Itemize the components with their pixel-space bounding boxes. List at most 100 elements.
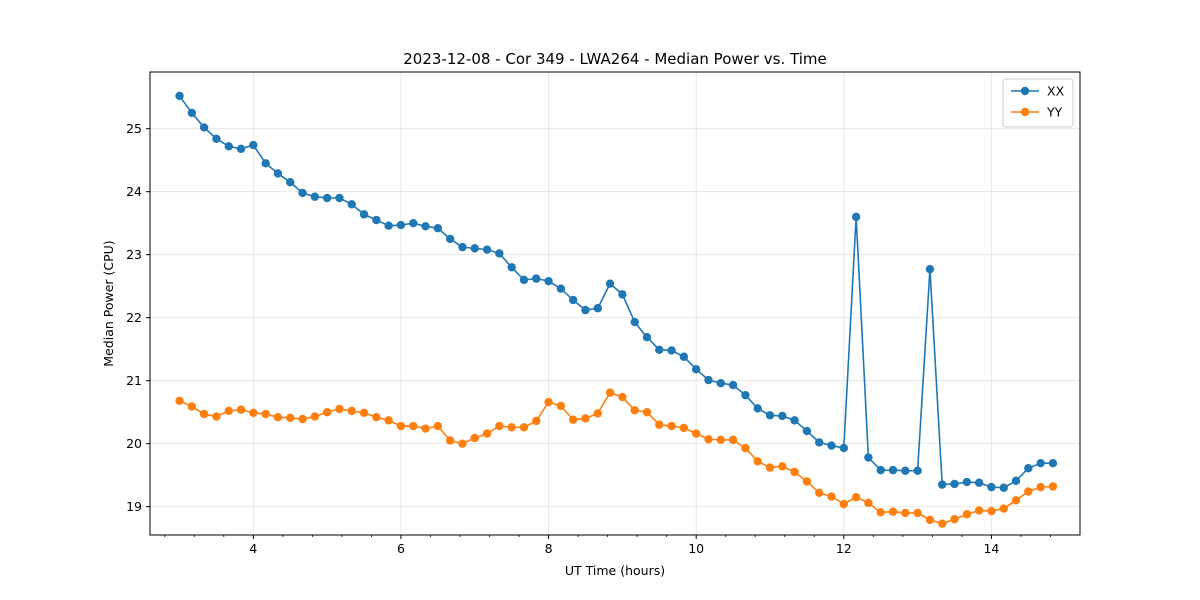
- data-point-xx: [544, 276, 553, 286]
- data-point-yy: [790, 467, 799, 477]
- data-point-yy: [458, 439, 467, 448]
- data-point-xx: [261, 159, 270, 168]
- data-point-xx: [236, 144, 246, 154]
- data-point-xx: [704, 375, 713, 385]
- x-tick-label: 12: [836, 541, 852, 556]
- data-point-xx: [433, 224, 443, 233]
- data-point-xx: [310, 192, 320, 201]
- data-point-yy: [974, 506, 984, 515]
- data-point-yy: [765, 463, 775, 472]
- data-point-yy: [175, 396, 184, 406]
- data-point-xx: [618, 290, 627, 299]
- data-point-xx: [421, 222, 430, 231]
- data-point-xx: [962, 477, 972, 487]
- data-point-yy: [999, 504, 1008, 513]
- data-point-xx: [999, 483, 1008, 492]
- data-point-yy: [864, 498, 873, 508]
- legend-item-yy: YY: [1011, 105, 1063, 120]
- data-point-yy: [347, 406, 356, 416]
- data-point-yy: [876, 508, 885, 517]
- data-point-xx: [901, 466, 910, 475]
- data-point-xx: [987, 482, 996, 492]
- data-point-yy: [581, 414, 590, 423]
- y-tick-label: 23: [126, 247, 142, 262]
- data-point-yy: [372, 413, 381, 422]
- data-point-xx: [347, 200, 356, 209]
- x-tick-label: 4: [249, 541, 257, 556]
- data-point-yy: [605, 388, 615, 397]
- data-point-xx: [175, 91, 184, 101]
- data-point-xx: [409, 218, 418, 228]
- data-point-xx: [802, 426, 812, 436]
- data-point-yy: [728, 435, 738, 445]
- data-point-yy: [851, 493, 861, 502]
- data-point-xx: [470, 244, 479, 253]
- data-point-yy: [778, 462, 787, 471]
- data-point-yy: [384, 416, 393, 425]
- data-point-xx: [273, 169, 283, 178]
- data-point-xx: [1024, 464, 1033, 473]
- data-point-xx: [519, 275, 529, 285]
- data-point-yy: [1024, 487, 1033, 496]
- x-tick-label: 6: [397, 541, 405, 556]
- data-point-yy: [199, 409, 209, 419]
- data-point-xx: [507, 263, 516, 272]
- data-point-yy: [642, 407, 652, 417]
- data-point-xx: [753, 404, 762, 413]
- data-point-xx: [532, 274, 541, 283]
- data-point-xx: [384, 221, 393, 230]
- data-point-xx: [199, 123, 209, 132]
- y-tick-label: 24: [126, 184, 142, 199]
- data-point-yy: [433, 421, 443, 431]
- data-point-xx: [827, 441, 836, 450]
- data-point-yy: [298, 414, 307, 424]
- data-point-xx: [249, 140, 258, 150]
- data-point-yy: [482, 429, 492, 438]
- data-point-yy: [753, 457, 762, 466]
- data-point-yy: [925, 515, 935, 525]
- data-point-yy: [655, 420, 664, 429]
- data-point-xx: [224, 142, 233, 151]
- data-point-xx: [741, 390, 750, 400]
- data-point-xx: [765, 411, 775, 420]
- data-point-yy: [987, 506, 996, 516]
- data-point-yy: [507, 423, 516, 432]
- data-point-yy: [310, 412, 320, 421]
- data-point-yy: [1036, 482, 1045, 492]
- data-point-yy: [630, 406, 639, 415]
- data-point-xx: [778, 411, 787, 421]
- data-point-xx: [851, 212, 861, 222]
- chart-title: 2023-12-08 - Cor 349 - LWA264 - Median P…: [403, 50, 827, 68]
- series-layer: [175, 91, 1058, 528]
- data-point-xx: [888, 465, 898, 475]
- y-tick-label: 20: [126, 436, 142, 451]
- y-tick-label: 21: [126, 373, 142, 388]
- data-point-xx: [556, 284, 566, 293]
- data-point-xx: [938, 480, 947, 489]
- data-point-xx: [568, 295, 578, 305]
- data-point-xx: [876, 465, 885, 475]
- data-point-xx: [864, 453, 873, 462]
- data-point-yy: [815, 488, 824, 497]
- data-point-xx: [482, 245, 492, 254]
- data-point-yy: [224, 406, 233, 416]
- y-tick-label: 19: [126, 499, 142, 514]
- data-point-yy: [421, 424, 430, 433]
- data-point-yy: [359, 408, 369, 417]
- data-point-yy: [519, 423, 529, 432]
- data-point-xx: [359, 210, 369, 219]
- x-axis-label: UT Time (hours): [565, 563, 665, 578]
- data-point-xx: [335, 193, 344, 203]
- data-point-xx: [1048, 458, 1058, 468]
- data-point-yy: [667, 421, 676, 431]
- data-point-yy: [839, 499, 849, 509]
- data-point-yy: [261, 409, 270, 419]
- data-point-yy: [409, 421, 418, 431]
- data-point-yy: [568, 415, 578, 424]
- data-point-xx: [925, 264, 935, 274]
- data-point-xx: [286, 178, 295, 187]
- data-point-yy: [691, 429, 701, 438]
- x-tick-label: 8: [545, 541, 553, 556]
- data-point-yy: [938, 519, 947, 528]
